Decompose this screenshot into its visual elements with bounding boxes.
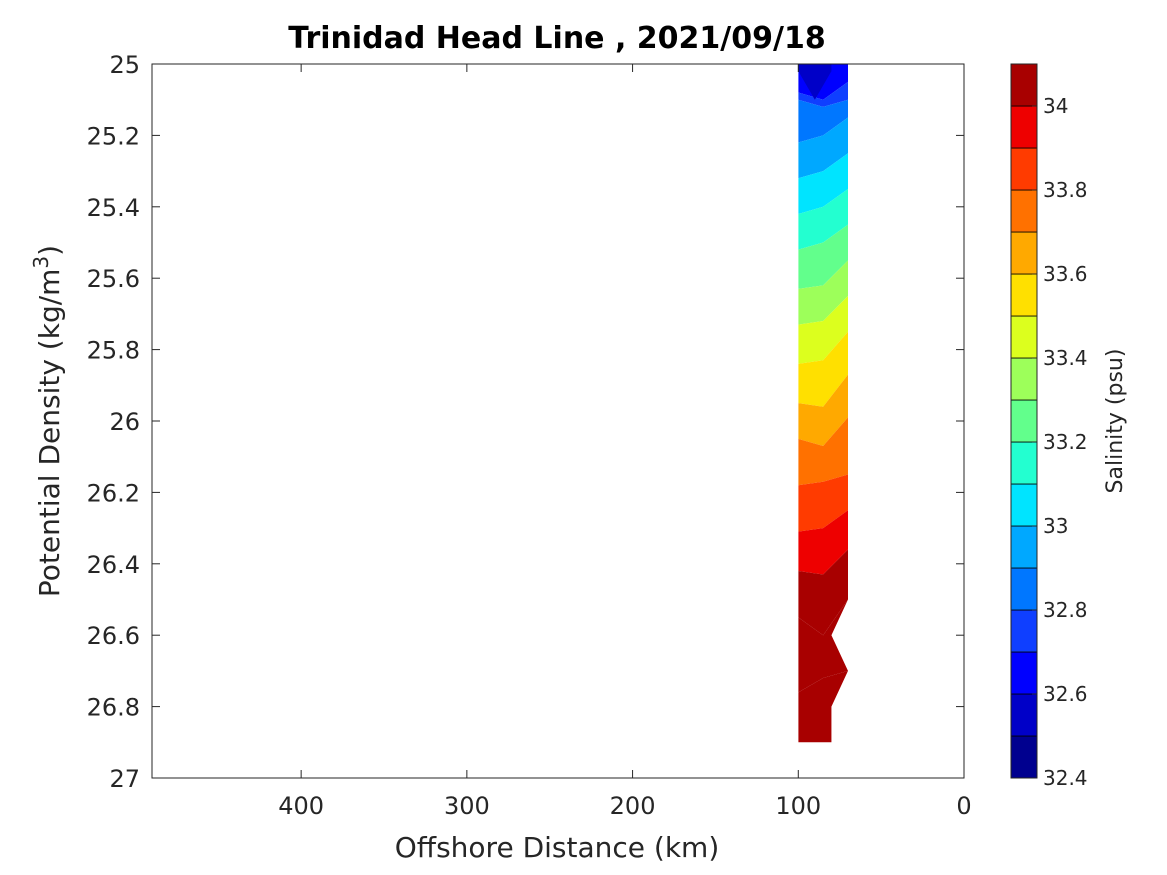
contour-band [798, 188, 848, 250]
colorbar-swatch [1010, 231, 1038, 275]
y-axis-label: Potential Density (kg/m3) [29, 245, 66, 597]
contour-band [798, 117, 848, 179]
colorbar-swatch [1010, 105, 1038, 149]
colorbar-tick-label: 33.4 [1043, 346, 1088, 370]
contour-band [798, 599, 848, 693]
y-tick-label: 25.8 [87, 337, 140, 365]
y-tick-label: 26.6 [87, 622, 140, 650]
contour-band-min [798, 64, 832, 100]
contour-band [798, 153, 848, 214]
y-tick-label: 26.2 [87, 479, 140, 507]
contour-band [798, 374, 848, 446]
colorbar-swatch [1010, 525, 1038, 569]
colorbar-swatch [1010, 399, 1038, 443]
y-tick-label: 25 [109, 51, 140, 79]
colorbar-swatch [1010, 567, 1038, 611]
colorbar-swatch [1010, 483, 1038, 527]
colorbar-label: Salinity (psu) [1103, 349, 1128, 494]
colorbar-swatch [1010, 609, 1038, 653]
y-axis-label-tail: ) [33, 245, 66, 256]
x-axis-label: Offshore Distance (km) [395, 831, 720, 864]
chart-title: Trinidad Head Line , 2021/09/18 [288, 21, 825, 56]
colorbar-tick-label: 33.8 [1043, 178, 1088, 202]
colorbar-frame [1010, 63, 1038, 779]
colorbar-tick-label: 33 [1043, 514, 1068, 538]
colorbar-swatch [1010, 357, 1038, 401]
colorbar-swatch [1010, 735, 1038, 779]
x-axis: 400 300 200 100 0 [278, 64, 972, 820]
contour-fill-layer [798, 64, 848, 743]
contour-band [798, 417, 848, 486]
y-axis: 25 25.2 25.4 25.6 25.8 26 26.2 26.4 26.6 26.8 27 [87, 51, 964, 793]
contour-band [798, 99, 848, 143]
contour-band [798, 474, 848, 532]
colorbar-swatch [1010, 147, 1038, 191]
colorbar-swatch [1010, 651, 1038, 695]
colorbar-swatch [1010, 693, 1038, 737]
y-tick-label: 26 [109, 408, 140, 436]
colorbar-tick-label: 32.4 [1043, 766, 1088, 790]
colorbar-tick-label: 32.8 [1043, 598, 1088, 622]
y-tick-label: 25.2 [87, 122, 140, 150]
contour-band [798, 224, 848, 289]
y-axis-label-base: Potential Density (kg/m [33, 269, 66, 598]
colorbar-swatch [1010, 189, 1038, 233]
y-tick-label: 26.4 [87, 551, 140, 579]
contour-band [798, 260, 848, 325]
colorbar-tick-label: 34 [1043, 94, 1068, 118]
y-tick-label: 27 [109, 765, 140, 793]
x-tick-label: 100 [775, 792, 821, 820]
y-tick-label: 25.4 [87, 194, 140, 222]
contour-band [798, 331, 848, 407]
y-tick-label: 26.8 [87, 694, 140, 722]
colorbar-tick-label: 33.6 [1043, 262, 1088, 286]
contour-band [798, 549, 848, 636]
x-tick-label: 0 [956, 792, 971, 820]
colorbar-tick-label: 32.6 [1043, 682, 1088, 706]
colorbar-swatch [1010, 63, 1038, 107]
colorbar: 32.4 32.6 32.8 33 33.2 33.4 33.6 33.8 34 [1010, 63, 1088, 790]
y-tick-label: 25.6 [87, 265, 140, 293]
colorbar-swatch [1010, 441, 1038, 485]
contour-band [798, 510, 848, 575]
contour-band [798, 81, 848, 107]
x-tick-label: 300 [444, 792, 490, 820]
y-axis-label-sup: 3 [29, 256, 53, 269]
colorbar-swatch [1010, 315, 1038, 359]
colorbar-tick-label: 33.2 [1043, 430, 1088, 454]
x-tick-label: 400 [278, 792, 324, 820]
x-tick-label: 200 [610, 792, 656, 820]
colorbar-swatch [1010, 273, 1038, 317]
contour-band [798, 296, 848, 364]
